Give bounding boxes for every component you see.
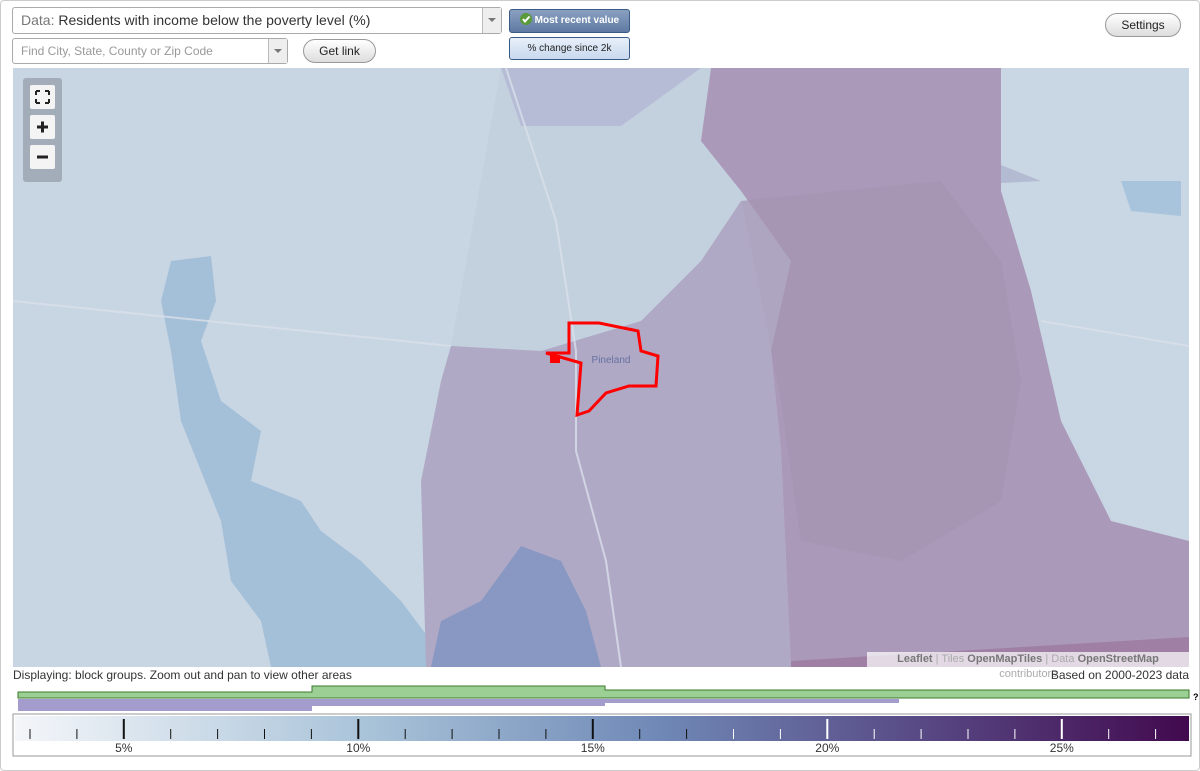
scale-label: 15% xyxy=(581,741,605,755)
data-value: Residents with income below the poverty … xyxy=(58,12,371,28)
attribution-part: contributors xyxy=(999,668,1057,680)
attribution-part[interactable]: OpenMapTiles xyxy=(967,653,1043,665)
scale-label: 10% xyxy=(346,741,370,755)
attribution-part: Tiles xyxy=(941,653,965,665)
scale-label: 20% xyxy=(815,741,839,755)
attribution-part: | xyxy=(935,653,939,665)
legend: ? 5% 10% 15% 20% 25% xyxy=(12,685,1199,757)
attribution: Leaflet | Tiles OpenMapTiles | Data Open… xyxy=(867,652,1189,680)
pct-change-toggle[interactable]: % change since 2k xyxy=(509,37,630,60)
data-select[interactable]: Data: Residents with income below the po… xyxy=(12,7,502,34)
attribution-part: Data xyxy=(1051,653,1075,665)
place-label: Pineland xyxy=(592,355,631,366)
map[interactable]: Pineland xyxy=(13,68,1189,667)
data-label: Data: xyxy=(21,12,55,28)
based-on-note: Based on 2000-2023 data xyxy=(1050,668,1189,682)
zoom-controls[interactable] xyxy=(30,85,55,169)
scale-label: 5% xyxy=(115,741,133,755)
most-recent-label: Most recent value xyxy=(534,15,620,26)
attribution-part[interactable]: OpenStreetMap xyxy=(1077,653,1159,665)
scale-label: 25% xyxy=(1050,741,1074,755)
get-link-button[interactable]: Get link xyxy=(303,39,376,63)
attribution-part[interactable]: Leaflet xyxy=(897,653,933,665)
dropdown-arrow[interactable] xyxy=(268,39,287,63)
settings-button[interactable]: Settings xyxy=(1105,13,1181,37)
check-icon xyxy=(519,13,532,25)
displaying-note: Displaying: block groups. Zoom out and p… xyxy=(13,668,352,682)
search-input[interactable]: Find City, State, County or Zip Code xyxy=(12,38,288,64)
most-recent-toggle[interactable]: Most recent value xyxy=(509,9,630,33)
dropdown-arrow[interactable] xyxy=(482,8,501,33)
attribution-part: | xyxy=(1045,653,1049,665)
search-placeholder: Find City, State, County or Zip Code xyxy=(21,44,213,58)
help-mark[interactable]: ? xyxy=(1193,692,1199,702)
